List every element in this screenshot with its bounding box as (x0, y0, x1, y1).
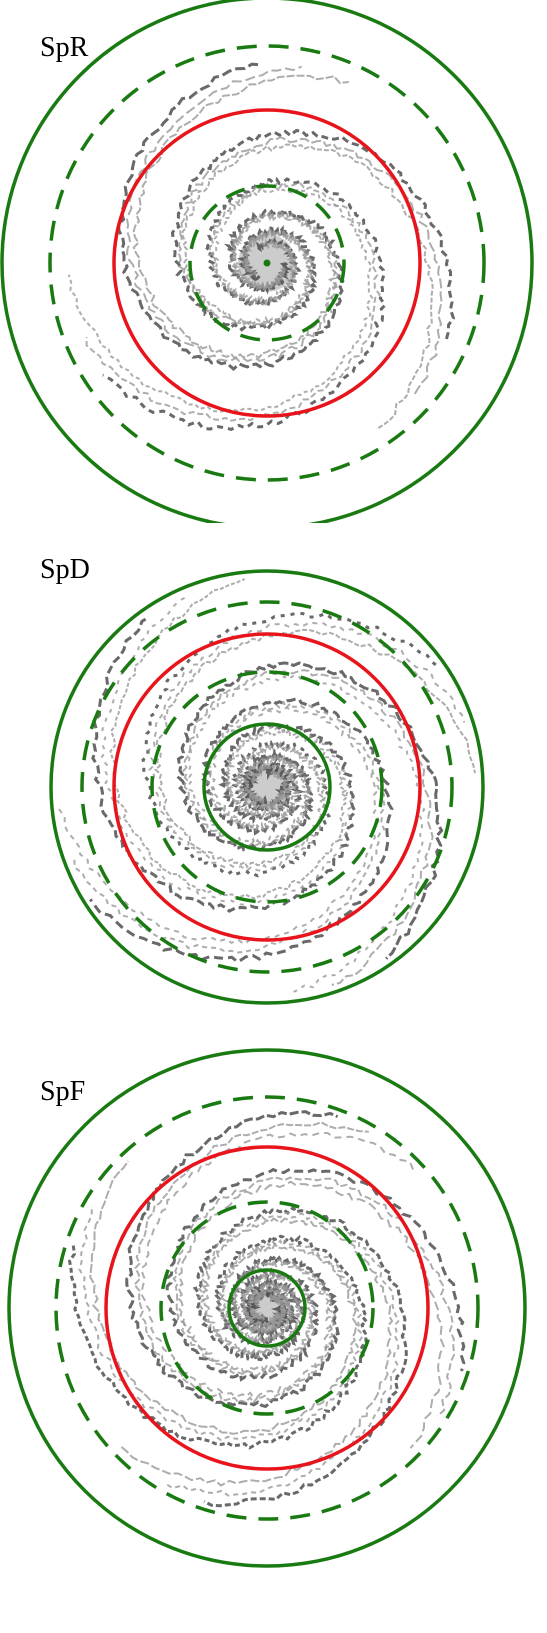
panel-label: SpD (40, 554, 90, 585)
spiral-arm (119, 64, 343, 369)
panel-label: SpR (40, 32, 89, 63)
center-dot (264, 260, 271, 267)
gas-texture (70, 1112, 464, 1506)
panel-spr (2, 0, 532, 528)
spiral-arm (127, 1112, 338, 1407)
panel-label: SpF (40, 1076, 85, 1107)
spiral-arm (70, 1236, 367, 1448)
spiral-arm (127, 67, 338, 362)
spiral-arm (135, 1122, 369, 1402)
gas-texture (69, 64, 454, 429)
spiral-arm (90, 699, 392, 963)
gas-texture (59, 579, 475, 994)
panel-spf (9, 1050, 525, 1566)
figure: SpR SpD SpF (0, 0, 547, 1633)
panel-spd (51, 571, 483, 1003)
